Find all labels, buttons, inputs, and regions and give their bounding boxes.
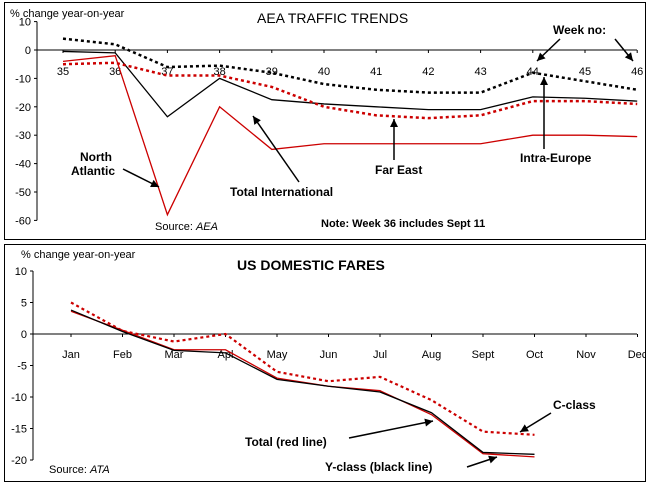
series-line-c-class <box>70 301 535 436</box>
us-fares-chart: % change year-on-year US DOMESTIC FARES 10… <box>11 249 645 476</box>
y-axis-label: % change year-on-year <box>21 249 136 261</box>
y-tick-label: -50 <box>15 187 31 199</box>
x-tick-label: 45 <box>579 66 591 78</box>
annotation-north: North <box>80 150 112 164</box>
y-tick-label: 10 <box>15 266 27 278</box>
x-tick-label: 42 <box>422 66 434 78</box>
annotation-atlantic: Atlantic <box>71 164 115 178</box>
arrow-week-no-right-head <box>624 52 633 61</box>
x-tick-label: Aug <box>422 349 442 361</box>
x-tick-label: Nov <box>576 349 596 361</box>
y-tick-label: 0 <box>25 45 31 57</box>
annotation-c-class: C-class <box>553 398 596 412</box>
arrow-c-class-head <box>520 424 529 432</box>
us-fares-panel: % change year-on-year US DOMESTIC FARES 10… <box>4 244 646 482</box>
x-tick-label: 39 <box>266 66 278 78</box>
y-tick-label: -40 <box>15 159 31 171</box>
y-tick-label: -30 <box>15 130 31 142</box>
arrow-total-international <box>252 115 300 183</box>
series-line-north-atlantic <box>62 54 638 217</box>
y-tick-label: -5 <box>17 361 27 373</box>
x-axis-label: Week no: <box>553 23 606 37</box>
y-axis-label: % change year-on-year <box>10 8 125 20</box>
x-tick-label: 38 <box>213 66 225 78</box>
annotation-total: Total (red line) <box>245 435 327 449</box>
y-tick-label: -10 <box>15 73 31 85</box>
aea-traffic-panel: % change year-on-year AEA TRAFFIC TRENDS W… <box>4 2 646 240</box>
arrow-total-international-head <box>253 116 261 125</box>
arrow-north-atlantic-head <box>150 179 159 187</box>
y-tick-label: 5 <box>21 298 27 310</box>
annotation-source: Source: AEA <box>155 221 218 233</box>
x-tick-label: 41 <box>370 66 382 78</box>
arrow-total-head <box>424 418 433 427</box>
annotation-total-international: Total International <box>230 185 333 199</box>
arrow-total <box>348 420 434 439</box>
annotation-y-class: Y-class (black line) <box>325 460 432 474</box>
series-line-total-international <box>62 50 638 118</box>
y-tick-label: -60 <box>15 215 31 227</box>
y-tick-label: -15 <box>11 424 27 436</box>
x-tick-label: May <box>267 349 288 361</box>
aea-traffic-chart: % change year-on-year AEA TRAFFIC TRENDS W… <box>10 8 643 233</box>
x-tick-label: Feb <box>113 349 132 361</box>
x-tick-label: Jul <box>373 349 387 361</box>
arrow-y-class-head <box>488 455 497 464</box>
x-tick-label: 43 <box>474 66 486 78</box>
x-tick-label: 40 <box>318 66 330 78</box>
x-tick-label: 36 <box>109 66 121 78</box>
x-tick-label: Apl <box>218 349 234 361</box>
annotation-source: Source: ATA <box>49 464 110 476</box>
chart-title: US DOMESTIC FARES <box>237 257 385 273</box>
x-tick-label: Jun <box>320 349 338 361</box>
y-tick-label: -10 <box>11 392 27 404</box>
y-tick-label: -20 <box>15 102 31 114</box>
arrow-far-east-head <box>390 119 398 127</box>
x-tick-label: Mar <box>165 349 184 361</box>
series-line-y-class <box>70 309 535 455</box>
annotation-far-east: Far East <box>375 163 422 177</box>
y-tick-label: 0 <box>21 329 27 341</box>
annotation-note: Note: Week 36 includes Sept 11 <box>321 218 485 230</box>
x-tick-label: Sept <box>472 349 495 361</box>
x-tick-label: Jan <box>62 349 80 361</box>
y-tick-label: -20 <box>11 455 27 467</box>
series-line-intra-europe <box>62 37 638 94</box>
arrow-week-no-left-head <box>537 52 546 61</box>
x-tick-label: 35 <box>57 66 69 78</box>
x-tick-label: 46 <box>631 66 643 78</box>
chart-title: AEA TRAFFIC TRENDS <box>257 10 408 26</box>
x-tick-label: Oct <box>526 349 543 361</box>
annotation-intra-europe: Intra-Europe <box>520 151 592 165</box>
arrow-intra-europe-head <box>540 77 548 85</box>
series-line-far-east <box>62 61 638 120</box>
x-tick-label: Dec <box>628 349 645 361</box>
y-tick-label: 10 <box>19 17 31 29</box>
